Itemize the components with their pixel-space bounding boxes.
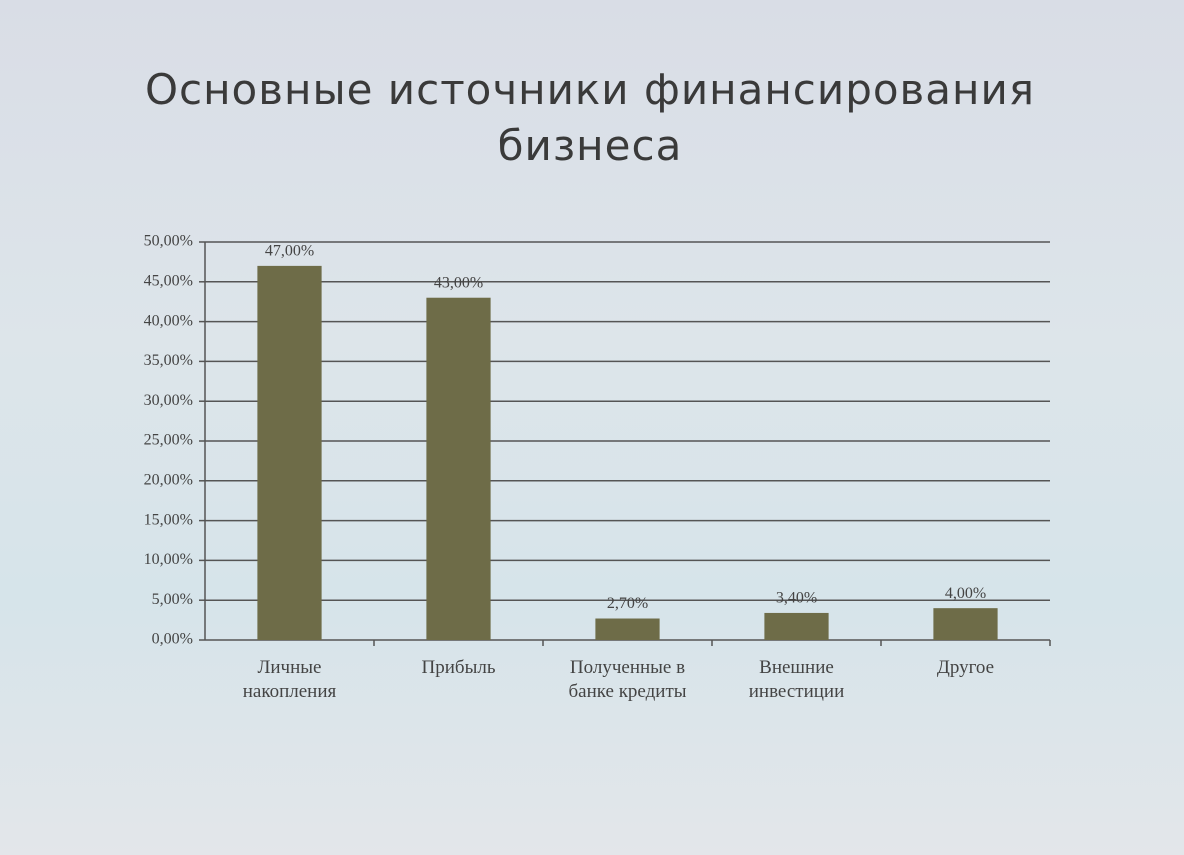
- bar: [764, 612, 829, 640]
- y-tick-label: 20,00%: [144, 471, 193, 488]
- y-tick-label: 15,00%: [144, 511, 193, 528]
- y-tick-label: 10,00%: [144, 551, 193, 568]
- bar: [595, 618, 660, 640]
- y-tick-label: 5,00%: [152, 591, 193, 608]
- x-tick-label: Другое: [936, 657, 995, 678]
- x-tick-label: Прибыль: [421, 657, 496, 678]
- x-tick-label: Полученные в банке кредиты: [568, 657, 687, 702]
- bar: [426, 297, 491, 640]
- value-label: 47,00%: [265, 243, 314, 260]
- value-label: 3,40%: [776, 590, 817, 607]
- value-label: 43,00%: [434, 274, 483, 291]
- value-label: 4,00%: [945, 585, 986, 602]
- y-tick-label: 50,00%: [144, 233, 193, 250]
- bar: [933, 608, 998, 640]
- y-tick-label: 40,00%: [144, 312, 193, 329]
- y-tick-label: 35,00%: [144, 352, 193, 369]
- bar: [257, 265, 322, 640]
- y-tick-label: 25,00%: [144, 432, 193, 449]
- y-tick-label: 45,00%: [144, 272, 193, 289]
- y-tick-label: 30,00%: [144, 392, 193, 409]
- x-tick-label: Внешние инвестиции: [748, 657, 845, 702]
- x-tick-label: Личные накопления: [242, 657, 337, 702]
- value-label: 2,70%: [607, 595, 648, 612]
- chart-title: Основные источники финансирования бизнес…: [144, 65, 1036, 170]
- y-tick-label: 0,00%: [152, 631, 193, 648]
